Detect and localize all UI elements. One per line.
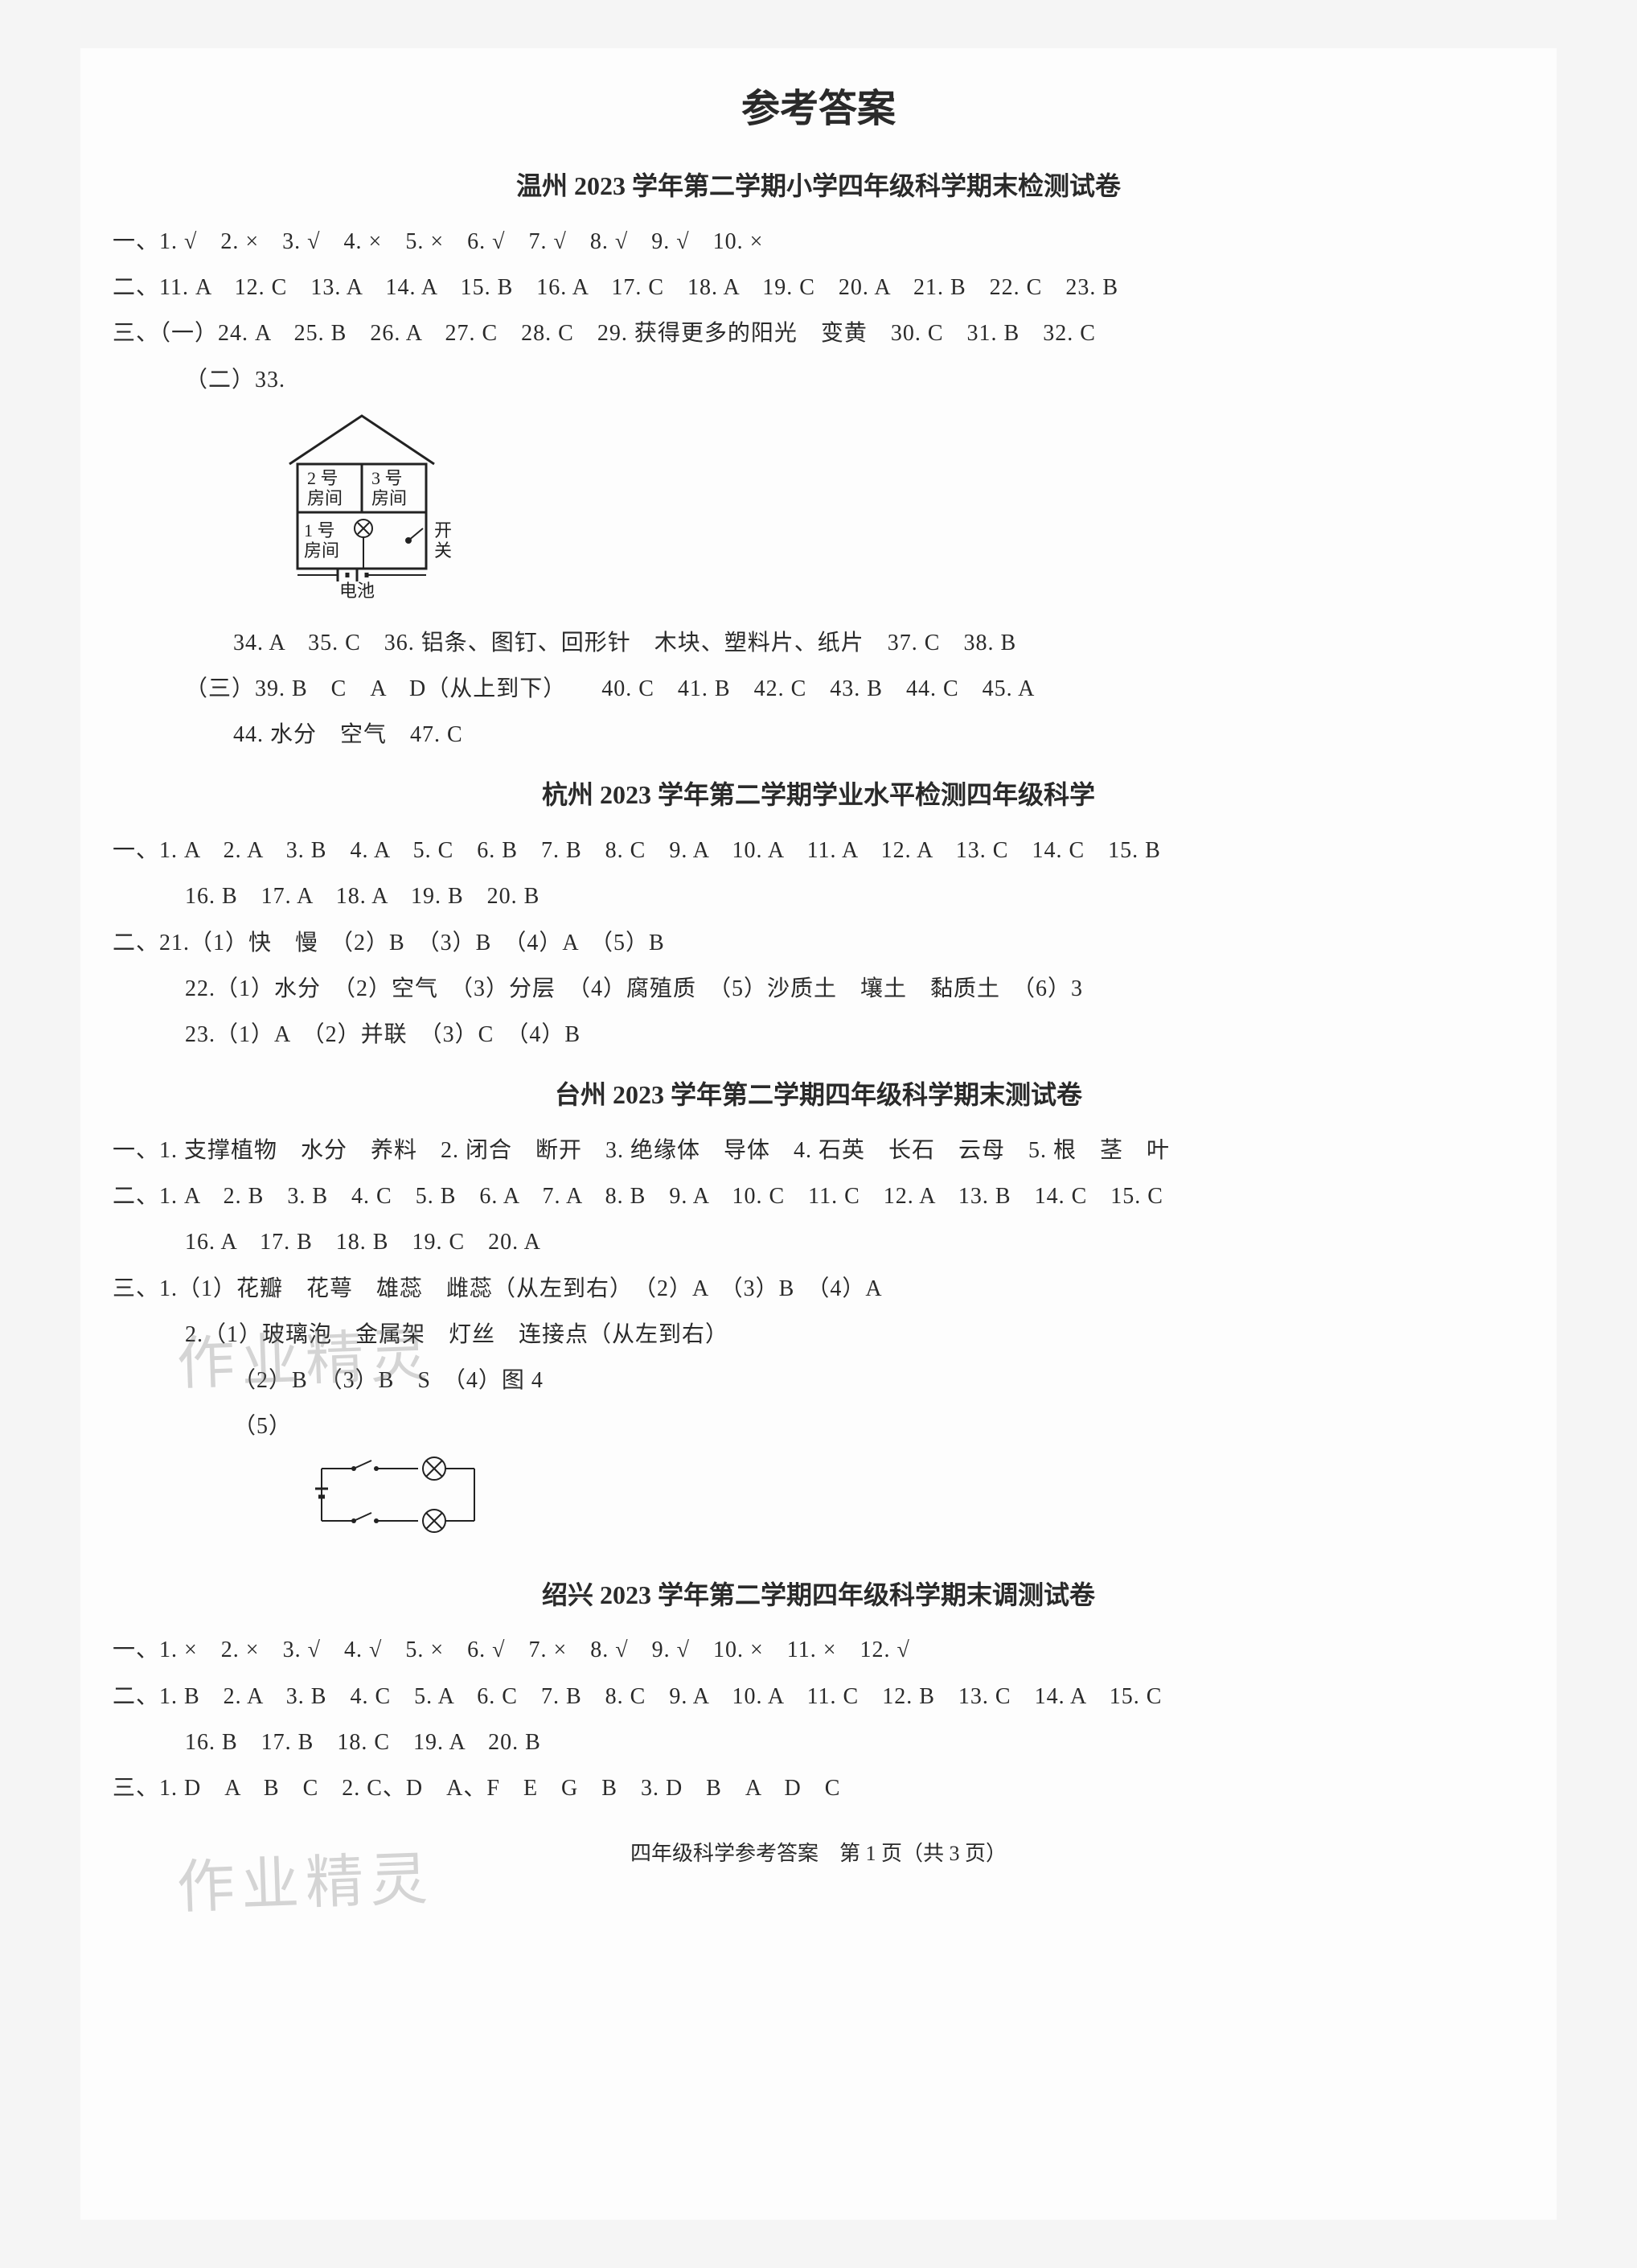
- shaoxing-title: 绍兴 2023 学年第二学期四年级科学期末调测试卷: [113, 1571, 1524, 1620]
- hangzhou-line5: 23.（1）A （2）并联 （3）C （4）B: [113, 1013, 1524, 1056]
- svg-text:房间: 房间: [371, 488, 407, 508]
- circuit-svg: [306, 1452, 490, 1541]
- wenzhou-line2: 二、11. A 12. C 13. A 14. A 15. B 16. A 17…: [113, 266, 1524, 309]
- hangzhou-line1: 一、1. A 2. A 3. B 4. A 5. C 6. B 7. B 8. …: [113, 829, 1524, 872]
- page-footer: 四年级科学参考答案 第 1 页（共 3 页）: [113, 1834, 1524, 1873]
- house-diagram: 2 号 房间 3 号 房间 1 号 房间 开 关 电池: [273, 408, 1524, 615]
- taizhou-line6: （2）B （3）B S （4）图 4: [113, 1359, 1524, 1402]
- wenzhou-line5: 34. A 35. C 36. 铝条、图钉、回形针 木块、塑料片、纸片 37. …: [113, 622, 1524, 664]
- shaoxing-line1: 一、1. × 2. × 3. √ 4. √ 5. × 6. √ 7. × 8. …: [113, 1629, 1524, 1671]
- wenzhou-line7: 44. 水分 空气 47. C: [113, 713, 1524, 756]
- wenzhou-line6: （三）39. B C A D（从上到下） 40. C 41. B 42. C 4…: [113, 668, 1524, 710]
- taizhou-line7: （5）: [113, 1405, 1524, 1448]
- taizhou-line1: 一、1. 支撑植物 水分 养料 2. 闭合 断开 3. 绝缘体 导体 4. 石英…: [113, 1129, 1524, 1172]
- wenzhou-line3: 三、（一）24. A 25. B 26. A 27. C 28. C 29. 获…: [113, 312, 1524, 355]
- svg-text:房间: 房间: [307, 488, 343, 508]
- svg-text:开: 开: [434, 520, 452, 540]
- answer-page: 参考答案 温州 2023 学年第二学期小学四年级科学期末检测试卷 一、1. √ …: [80, 48, 1557, 2220]
- main-title: 参考答案: [113, 72, 1524, 146]
- taizhou-line2: 二、1. A 2. B 3. B 4. C 5. B 6. A 7. A 8. …: [113, 1175, 1524, 1218]
- shaoxing-line2: 二、1. B 2. A 3. B 4. C 5. A 6. C 7. B 8. …: [113, 1675, 1524, 1718]
- wenzhou-line1: 一、1. √ 2. × 3. √ 4. × 5. × 6. √ 7. √ 8. …: [113, 220, 1524, 263]
- taizhou-title: 台州 2023 学年第二学期四年级科学期末测试卷: [113, 1070, 1524, 1120]
- hangzhou-line2: 16. B 17. A 18. A 19. B 20. B: [113, 875, 1524, 918]
- circuit-diagram: [306, 1452, 1524, 1555]
- taizhou-line3: 16. A 17. B 18. B 19. C 20. A: [113, 1221, 1524, 1263]
- taizhou-line4: 三、1.（1）花瓣 花萼 雄蕊 雌蕊（从左到右） （2）A （3）B （4）A: [113, 1268, 1524, 1310]
- shaoxing-line3: 16. B 17. B 18. C 19. A 20. B: [113, 1721, 1524, 1764]
- svg-text:电池: 电池: [339, 581, 375, 601]
- hangzhou-line4: 22.（1）水分 （2）空气 （3）分层 （4）腐殖质 （5）沙质土 壤土 黏质…: [113, 968, 1524, 1010]
- svg-text:3 号: 3 号: [371, 468, 403, 488]
- svg-text:1 号: 1 号: [304, 520, 335, 540]
- hangzhou-title: 杭州 2023 学年第二学期学业水平检测四年级科学: [113, 770, 1524, 820]
- wenzhou-title: 温州 2023 学年第二学期小学四年级科学期末检测试卷: [113, 162, 1524, 211]
- svg-text:2 号: 2 号: [307, 468, 338, 488]
- shaoxing-line4: 三、1. D A B C 2. C、D A、F E G B 3. D B A D…: [113, 1767, 1524, 1810]
- taizhou-line5: 2.（1）玻璃泡 金属架 灯丝 连接点（从左到右）: [113, 1313, 1524, 1356]
- hangzhou-line3: 二、21.（1）快 慢 （2）B （3）B （4）A （5）B: [113, 922, 1524, 964]
- svg-text:关: 关: [434, 540, 452, 561]
- wenzhou-line4: （二）33.: [113, 359, 1524, 401]
- house-svg: 2 号 房间 3 号 房间 1 号 房间 开 关 电池: [273, 408, 482, 601]
- svg-text:房间: 房间: [304, 540, 339, 561]
